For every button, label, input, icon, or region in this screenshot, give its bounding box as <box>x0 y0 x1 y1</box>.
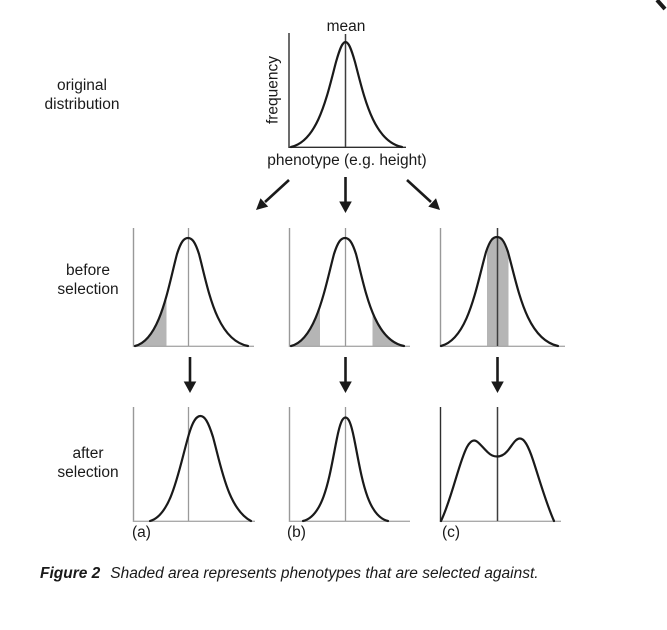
panel-label-b: (b) <box>287 524 306 541</box>
original-distribution-chart <box>288 33 406 149</box>
before-panel-b <box>288 228 410 348</box>
before-panel-a <box>132 228 254 348</box>
result-arrows <box>183 357 504 393</box>
phenotype-axis-label: phenotype (e.g. height) <box>267 152 427 169</box>
page-corner-artifact <box>655 0 667 11</box>
after-c-bimodal-curve <box>439 437 556 523</box>
arrow-down-right-icon <box>406 179 440 210</box>
arrow-down-icon-c <box>491 357 504 393</box>
after-b-bell-curve <box>301 416 390 523</box>
after-panel-b <box>288 407 410 523</box>
before-a-bell-curve <box>133 236 250 348</box>
panel-label-c: (c) <box>442 524 461 541</box>
before-b-bell-curve <box>289 236 406 348</box>
frequency-axis-label: frequency <box>264 55 282 125</box>
row-label-original-distribution: original distribution <box>44 77 120 113</box>
panel-label-a: (a) <box>132 524 151 541</box>
figure-caption: Figure 2 Shaded area represents phenotype… <box>40 565 539 583</box>
after-a-bell-curve <box>148 414 253 523</box>
arrow-down-icon-a <box>183 357 197 393</box>
arrow-down-left-icon <box>256 179 290 210</box>
original-bell-curve <box>289 40 404 149</box>
arrow-down-icon <box>339 177 352 213</box>
before-c-shaded-center-band <box>487 237 509 346</box>
after-panel-a <box>132 407 255 523</box>
before-panel-c <box>439 228 565 348</box>
before-a-shaded-left-tail <box>135 295 167 346</box>
mean-label: mean <box>326 18 366 35</box>
before-b-shaded-tails <box>291 238 404 346</box>
row-label-before-selection: before selection <box>57 262 119 298</box>
figure-caption-text: Shaded area represents phenotypes that a… <box>110 565 539 582</box>
figure-caption-number: Figure 2 <box>40 565 101 582</box>
arrow-down-icon-b <box>339 357 352 393</box>
branch-arrows <box>256 177 440 213</box>
after-panel-c <box>439 407 561 523</box>
row-label-after-selection: after selection <box>57 445 119 481</box>
before-c-bell-curve <box>439 235 560 348</box>
